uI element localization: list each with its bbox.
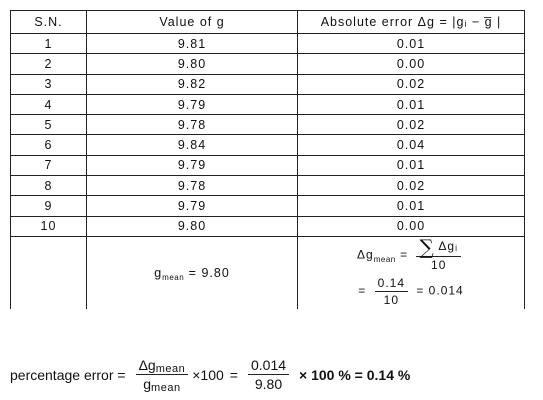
cell-error: 0.02	[297, 175, 525, 197]
count-value: 10	[383, 292, 399, 307]
table-row: 1 9.81 0.01	[10, 32, 525, 55]
cell-sn: 7	[10, 154, 87, 177]
table-row: 2 9.80 0.00	[10, 53, 525, 75]
header-absolute-error: Absolute error Δg = |gᵢ − g̅ |	[297, 10, 525, 34]
table-row: 4 9.79 0.01	[10, 93, 525, 116]
pct-num-sub: mean	[155, 363, 186, 375]
gmean-cell: gmean = 9.80	[86, 235, 298, 309]
gmean-label: g	[154, 265, 163, 280]
value-fraction: 0.14 10	[374, 276, 408, 307]
table-row: 3 9.82 0.02	[10, 73, 525, 95]
sum-value: 0.14	[374, 276, 408, 292]
cell-error: 0.02	[297, 73, 525, 95]
cell-sn: 5	[10, 114, 87, 136]
cell-error: 0.01	[297, 93, 525, 116]
cell-sn: 3	[10, 73, 87, 95]
table-row: 8 9.78 0.02	[10, 175, 525, 197]
cell-sn: 8	[10, 175, 87, 197]
cell-sn: 1	[10, 32, 87, 55]
header-value-of-g: Value of g	[86, 10, 298, 34]
pct-num-value: 0.014	[247, 357, 290, 375]
pct-den-sub: mean	[151, 382, 181, 394]
cell-value: 9.80	[86, 215, 298, 237]
sum-term: Δgᵢ	[438, 239, 458, 254]
pct-eq: =	[229, 366, 238, 383]
gmean-value: = 9.80	[188, 265, 230, 280]
percentage-label: percentage error =	[10, 366, 126, 383]
cell-value: 9.80	[86, 53, 298, 75]
cell-value: 9.84	[86, 134, 298, 156]
dg-mean-sub: mean	[373, 254, 396, 264]
dg-mean-cell: Δgmean = ∑ Δgᵢ 10 = 0.14 10 = 0.01	[297, 235, 525, 309]
cell-error: 0.04	[297, 134, 525, 156]
pct-value-fraction: 0.014 9.80	[247, 357, 290, 392]
dg-eq-2: =	[358, 283, 367, 298]
summary-row: gmean = 9.80 Δgmean = ∑ Δgᵢ 10 =	[10, 235, 525, 309]
cell-value: 9.78	[86, 175, 298, 197]
percentage-error-formula: percentage error = Δgmean gmean ×100 = 0…	[10, 357, 411, 394]
cell-value: 9.81	[86, 32, 298, 55]
header-sn: S.N.	[10, 10, 87, 34]
sum-count: 10	[431, 257, 447, 272]
gmean-sub: mean	[162, 272, 185, 282]
pct-den-value: 9.80	[254, 376, 283, 392]
table-row: 6 9.84 0.04	[10, 134, 525, 156]
results-table: S.N. Value of g Absolute error Δg = |gᵢ …	[10, 10, 525, 309]
pct-den-label: g	[143, 376, 152, 392]
cell-value: 9.82	[86, 73, 298, 95]
cell-sn: 2	[10, 53, 87, 75]
dg-mean-result: = 0.014	[416, 283, 464, 298]
pct-fraction: Δgmean gmean	[135, 357, 189, 394]
cell-value: 9.78	[86, 114, 298, 136]
cell-sn: 4	[10, 93, 87, 116]
cell-value: 9.79	[86, 195, 298, 217]
sigma-symbol: ∑	[419, 234, 435, 259]
cell-sn: 10	[10, 215, 87, 237]
sum-fraction: ∑ Δgᵢ 10	[416, 237, 461, 272]
cell-error: 0.01	[297, 195, 525, 217]
cell-error: 0.00	[297, 53, 525, 75]
cell-sn: 6	[10, 134, 87, 156]
cell-value: 9.79	[86, 93, 298, 116]
header-row: S.N. Value of g Absolute error Δg = |gᵢ …	[10, 10, 525, 34]
summary-empty-cell	[10, 235, 87, 309]
cell-error: 0.00	[297, 215, 525, 237]
cell-value: 9.79	[86, 154, 298, 177]
table-row: 7 9.79 0.01	[10, 154, 525, 177]
cell-error: 0.01	[297, 32, 525, 55]
pct-tail: × 100 % = 0.14 %	[299, 366, 411, 383]
dg-mean-label: Δg	[357, 247, 374, 262]
pct-num-label: Δg	[138, 357, 156, 373]
table-row: 10 9.80 0.00	[10, 215, 525, 237]
cell-error: 0.01	[297, 154, 525, 177]
table-row: 9 9.79 0.01	[10, 195, 525, 217]
dg-eq: =	[400, 247, 409, 262]
table-row: 5 9.78 0.02	[10, 114, 525, 136]
cell-error: 0.02	[297, 114, 525, 136]
cell-sn: 9	[10, 195, 87, 217]
pct-times100: ×100	[192, 366, 224, 383]
